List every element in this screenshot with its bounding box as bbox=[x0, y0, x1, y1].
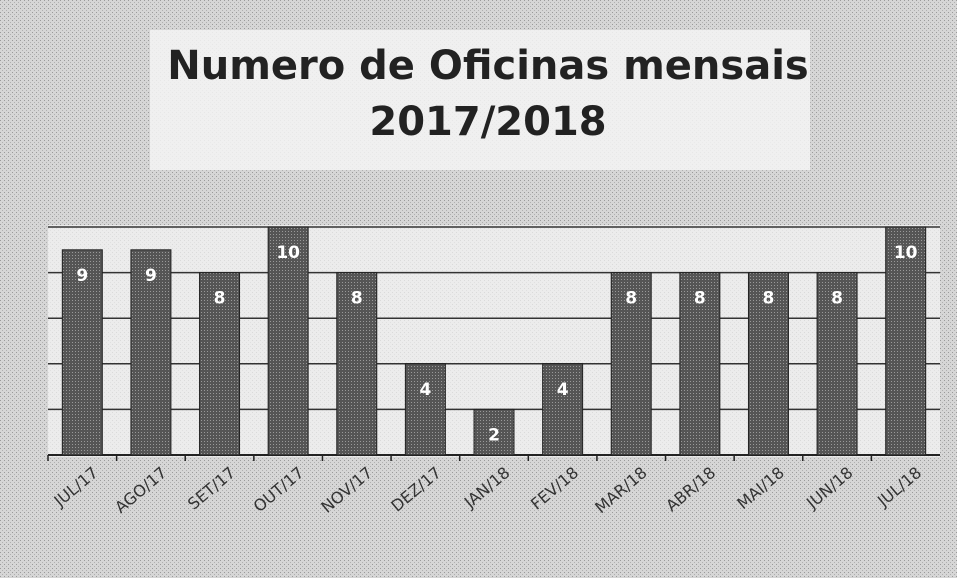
bar bbox=[816, 272, 858, 456]
bar bbox=[473, 408, 515, 456]
bar bbox=[610, 272, 652, 456]
data-label: 10 bbox=[276, 243, 300, 263]
data-label: 8 bbox=[351, 289, 363, 309]
bar bbox=[885, 226, 927, 456]
bar bbox=[679, 272, 721, 456]
bar bbox=[542, 363, 584, 456]
title-backdrop bbox=[150, 30, 810, 170]
bar bbox=[199, 272, 241, 456]
data-label: 8 bbox=[763, 289, 775, 309]
data-label: 8 bbox=[625, 289, 637, 309]
data-label: 9 bbox=[145, 266, 157, 286]
data-label: 4 bbox=[557, 380, 569, 400]
chart-title: Numero de Oficinas mensais bbox=[167, 43, 808, 89]
data-label: 8 bbox=[694, 289, 706, 309]
bar bbox=[747, 272, 789, 456]
bar bbox=[336, 272, 378, 456]
bar bbox=[267, 226, 309, 456]
bar bbox=[404, 363, 446, 456]
data-label: 8 bbox=[214, 289, 226, 309]
data-label: 10 bbox=[894, 243, 918, 263]
chart-title: 2017/2018 bbox=[369, 99, 606, 145]
bar bbox=[130, 249, 172, 456]
data-label: 8 bbox=[831, 289, 843, 309]
data-label: 9 bbox=[76, 266, 88, 286]
bar bbox=[61, 249, 103, 456]
data-label: 2 bbox=[488, 425, 500, 445]
data-label: 4 bbox=[419, 380, 431, 400]
